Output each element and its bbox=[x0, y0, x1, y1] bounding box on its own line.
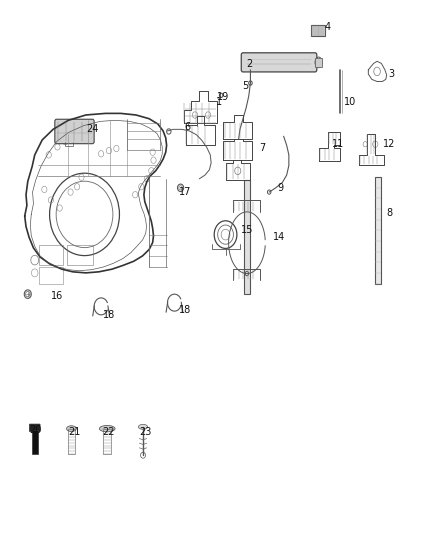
Text: 12: 12 bbox=[383, 139, 396, 149]
Ellipse shape bbox=[99, 425, 115, 432]
Text: 2: 2 bbox=[247, 60, 253, 69]
Text: 7: 7 bbox=[260, 143, 266, 154]
Text: 8: 8 bbox=[386, 208, 392, 219]
Ellipse shape bbox=[67, 426, 76, 432]
Text: 11: 11 bbox=[332, 139, 344, 149]
Text: 6: 6 bbox=[184, 122, 191, 132]
Bar bbox=[39, 245, 63, 265]
Text: 18: 18 bbox=[103, 310, 115, 320]
Text: 15: 15 bbox=[241, 225, 254, 236]
Bar bbox=[32, 431, 38, 455]
Bar bbox=[375, 177, 381, 284]
Text: 18: 18 bbox=[179, 305, 191, 315]
Text: 16: 16 bbox=[50, 290, 63, 301]
Text: 3: 3 bbox=[389, 69, 395, 79]
Bar bbox=[68, 429, 74, 454]
Text: 14: 14 bbox=[273, 232, 286, 243]
Text: 10: 10 bbox=[344, 96, 356, 107]
Bar bbox=[244, 180, 250, 294]
Text: 22: 22 bbox=[103, 427, 115, 438]
Text: 5: 5 bbox=[242, 81, 248, 91]
Text: 23: 23 bbox=[139, 427, 152, 438]
Bar bbox=[315, 58, 321, 67]
Text: 24: 24 bbox=[86, 124, 99, 134]
Text: 21: 21 bbox=[68, 427, 80, 438]
FancyBboxPatch shape bbox=[29, 424, 40, 432]
Bar bbox=[67, 245, 93, 265]
Text: 4: 4 bbox=[324, 22, 330, 33]
Bar bbox=[39, 266, 63, 284]
Text: 9: 9 bbox=[277, 183, 283, 193]
Bar bbox=[103, 429, 111, 454]
Text: 1: 1 bbox=[216, 96, 222, 107]
FancyBboxPatch shape bbox=[55, 119, 94, 144]
Text: 17: 17 bbox=[179, 187, 191, 197]
Text: 19: 19 bbox=[217, 92, 230, 102]
Ellipse shape bbox=[138, 424, 148, 429]
Text: 20: 20 bbox=[29, 425, 42, 435]
Bar bbox=[311, 25, 325, 36]
FancyBboxPatch shape bbox=[241, 53, 317, 72]
